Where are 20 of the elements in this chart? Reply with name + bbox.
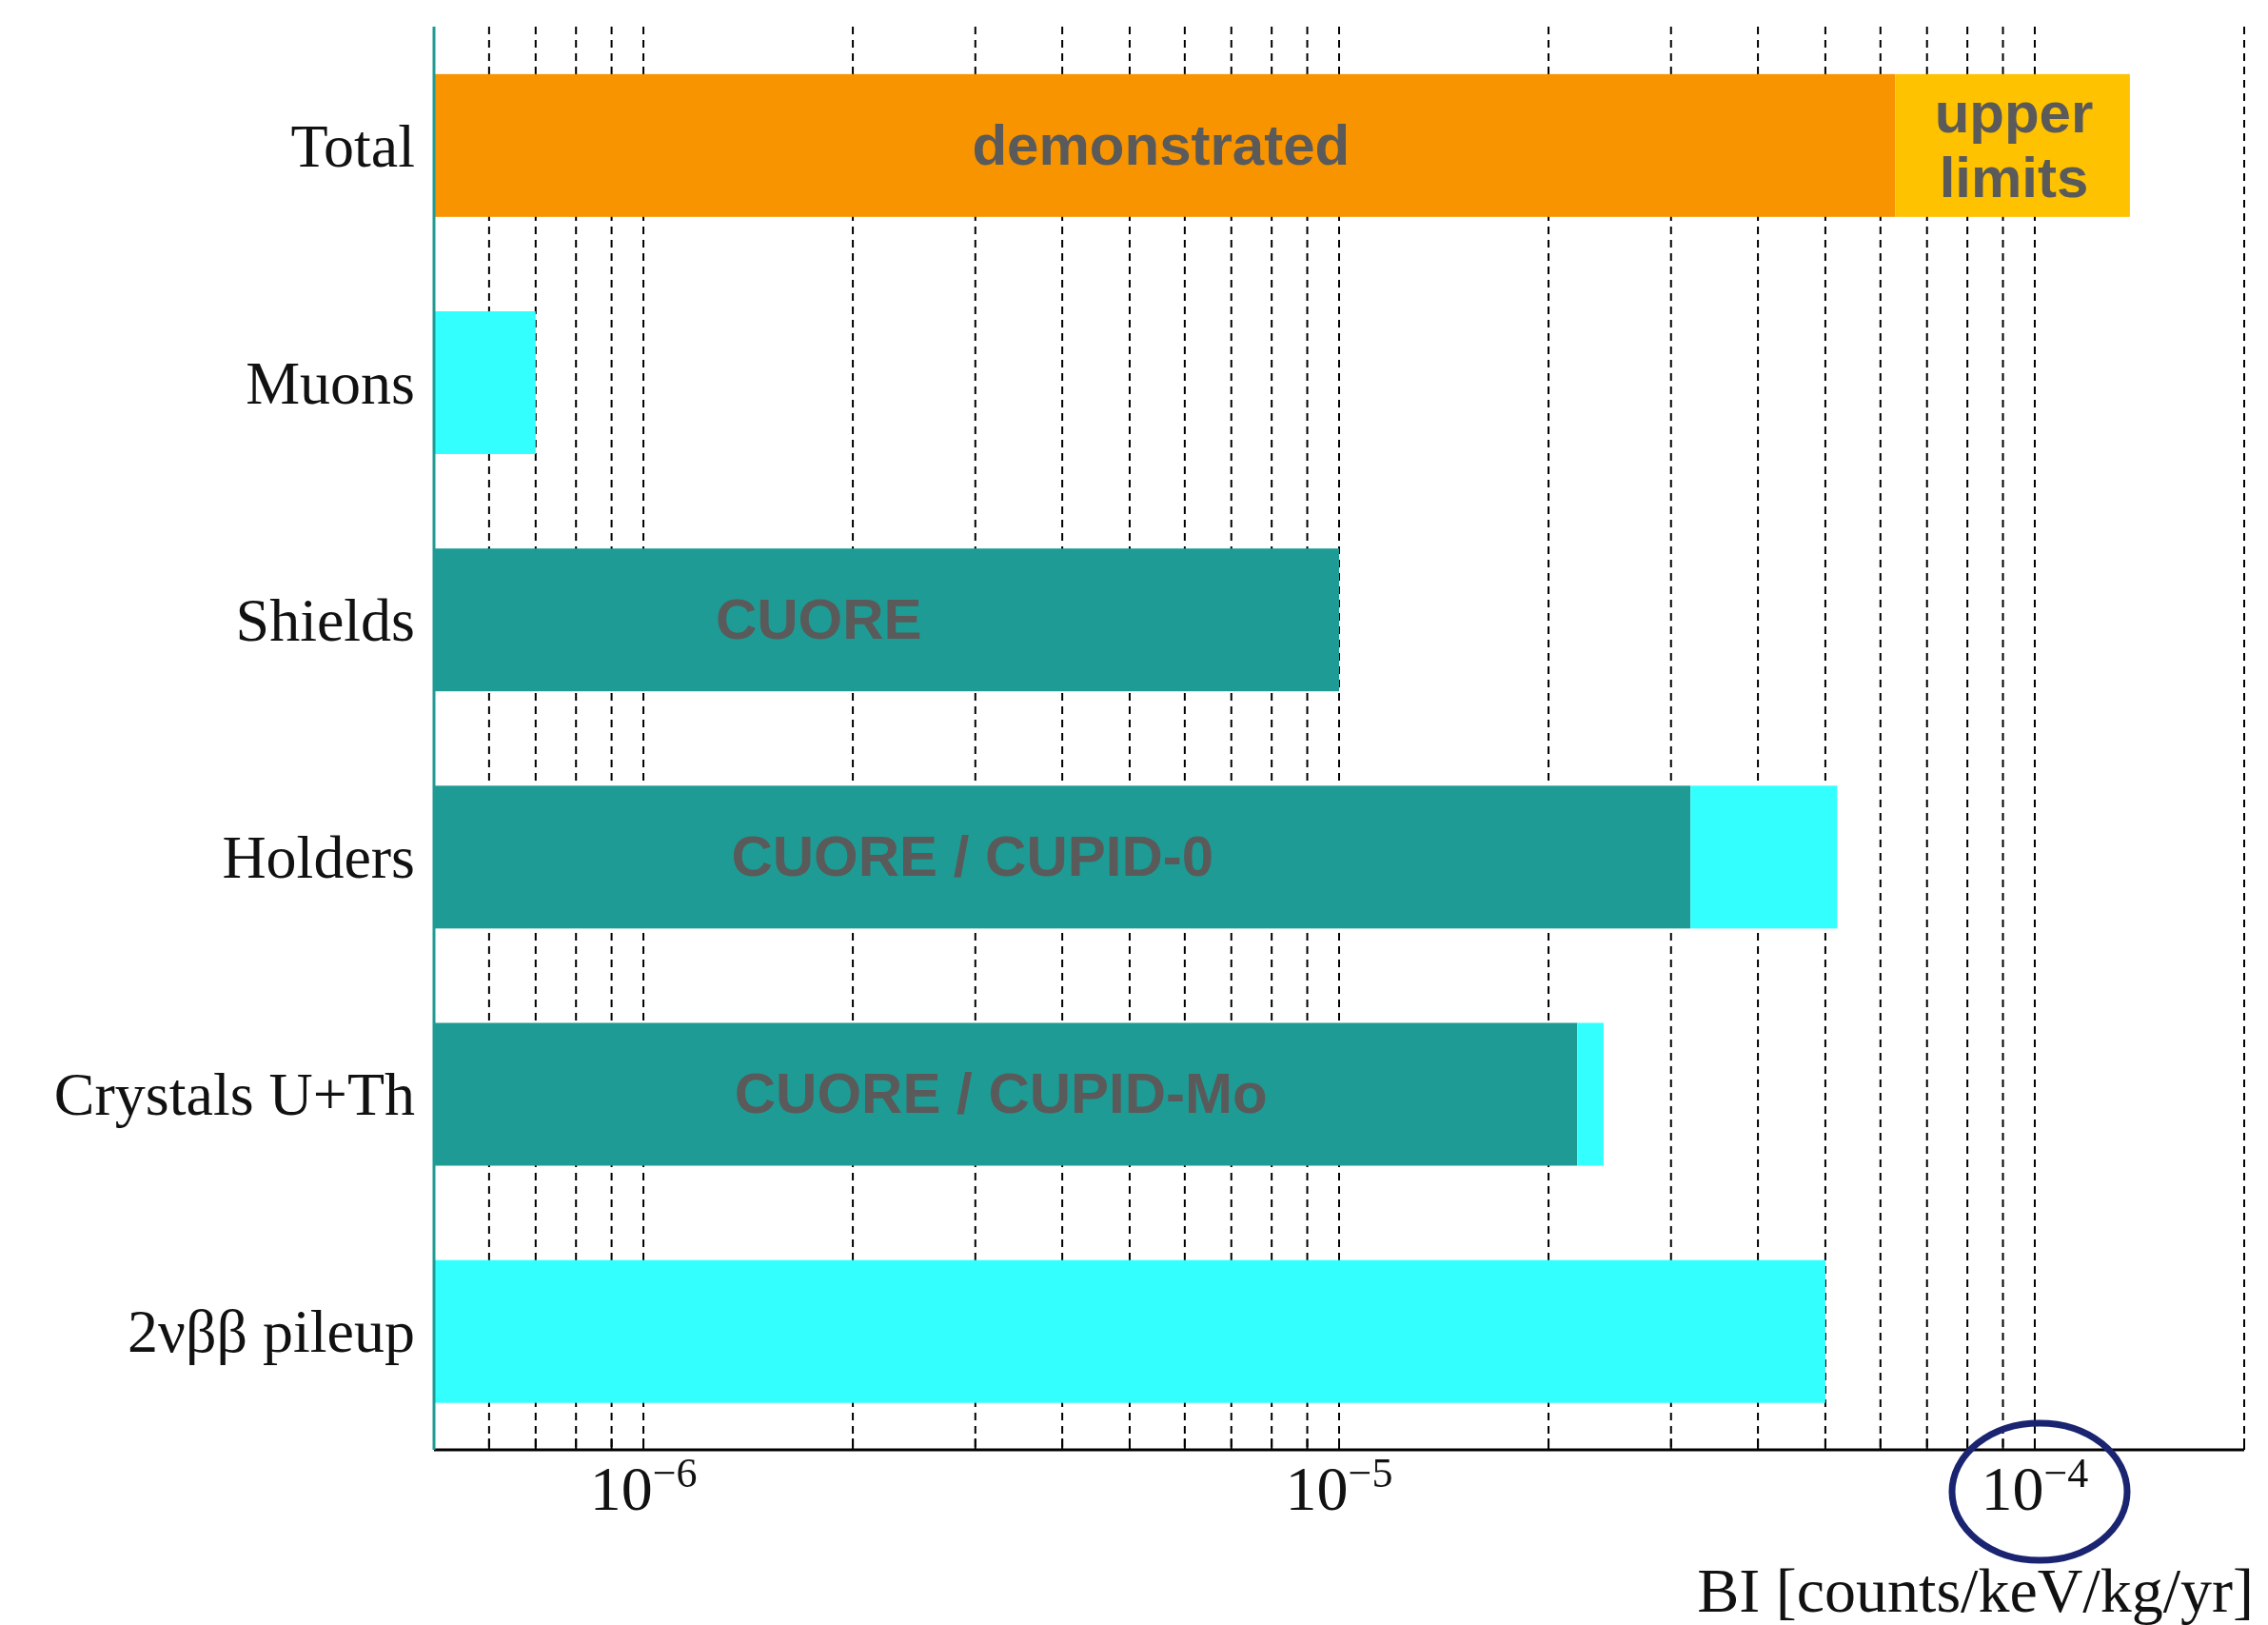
- annotation: demonstrated: [972, 112, 1351, 177]
- y-tick-label: Shields: [235, 585, 415, 654]
- y-tick-label: 2νββ pileup: [127, 1298, 415, 1366]
- annotation: CUORE / CUPID-0: [731, 824, 1214, 889]
- x-tick-label: 10$^{−4}$: [1981, 1449, 2089, 1523]
- y-tick-label: Crystals U+Th: [53, 1060, 415, 1129]
- bar: [1690, 785, 1838, 929]
- x-axis-title: BI [counts/keV/kg/yr]: [1697, 1556, 2254, 1625]
- bar: [434, 311, 536, 454]
- bar: [434, 73, 1896, 217]
- x-tick-label: 10$^{−5}$: [1285, 1449, 1393, 1523]
- y-tick-label: Holders: [222, 823, 415, 892]
- annotation: upper limits: [1934, 80, 2094, 209]
- annotation: CUORE: [715, 586, 922, 651]
- bar: [434, 1259, 1825, 1403]
- y-tick-label: Muons: [246, 348, 415, 417]
- x-tick-label: 10$^{−6}$: [589, 1449, 698, 1523]
- bar: [1577, 1022, 1604, 1166]
- y-tick-label: Total: [290, 111, 415, 180]
- annotation: CUORE / CUPID-Mo: [734, 1061, 1268, 1126]
